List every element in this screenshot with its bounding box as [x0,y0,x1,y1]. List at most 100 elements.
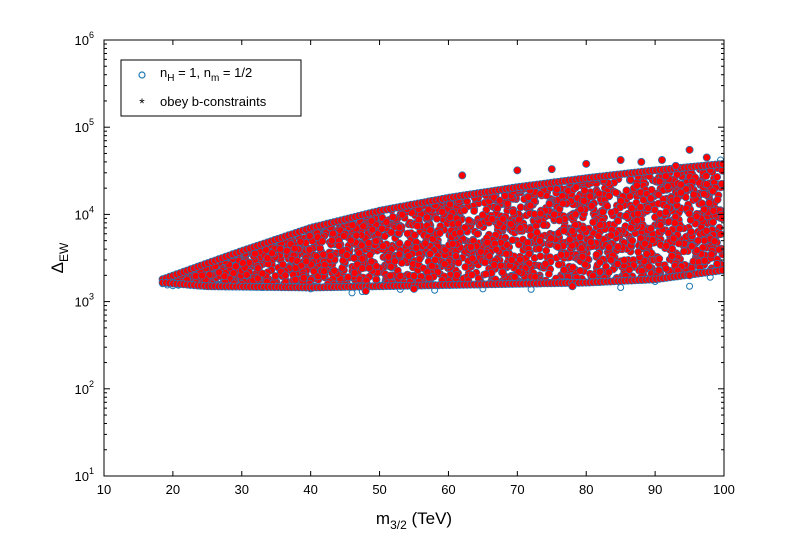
data-point-outlier [713,259,722,268]
data-point-filled [278,260,287,269]
data-point-filled [359,222,368,231]
data-point-filled [404,251,413,260]
data-point-filled [587,201,596,210]
data-point-filled [327,236,336,245]
data-point-filled [553,242,562,251]
x-tick-label: 100 [713,482,735,497]
y-tick-base: 10 [75,120,89,135]
data-point-filled [579,224,588,233]
data-point-filled [580,186,589,195]
data-point-filled [438,207,447,216]
data-point-filled [694,236,703,245]
data-point-filled [403,229,412,238]
data-point-filled [576,266,585,275]
data-point-filled [427,262,436,270]
data-point-filled [382,218,391,226]
data-point-filled [490,261,499,269]
data-point-filled [634,209,642,218]
plot-marks [158,145,724,297]
data-point-filled [707,250,716,259]
data-point-filled [689,190,698,199]
data-point-filled [542,246,551,255]
data-point-filled [552,185,561,194]
data-point-filled [677,188,685,197]
y-tick-exp: 3 [89,292,94,302]
data-point-filled [398,210,407,219]
legend-1-part-4: = 1/2 [219,65,252,80]
data-point-filled [627,224,635,232]
x-axis-label-sub: 3/2 [390,518,407,532]
data-point-filled [633,181,641,190]
data-point-filled [380,232,389,241]
data-point-filled [410,271,418,280]
data-point-filled [229,269,238,278]
data-point-filled [576,205,585,214]
data-point-filled [390,257,399,266]
legend-1-part-0: n [160,65,167,80]
data-point-filled [620,256,629,265]
data-point-filled [687,242,696,251]
data-point-filled [681,193,690,202]
data-point-filled [633,216,642,225]
data-point-filled [560,226,568,235]
data-point-filled [536,237,544,245]
data-point-filled [709,206,718,215]
data-point-filled [617,197,625,205]
data-point-filled [296,237,305,246]
data-point-filled [344,273,352,282]
legend-marker-asterisk: * [139,95,145,111]
data-point-filled [700,190,708,198]
data-point-filled [506,220,515,228]
data-point-filled [254,264,262,273]
x-tick-label: 70 [510,482,524,497]
data-point-filled [613,259,622,268]
data-point-outlier [658,156,667,165]
data-point-filled [291,275,300,284]
data-point-filled [598,208,607,216]
data-point-filled [577,244,586,253]
data-point-filled [516,255,524,264]
data-point-filled [395,250,404,259]
data-point-filled [358,264,367,273]
legend-1-part-1: H [167,73,174,84]
data-point-filled [565,235,574,244]
data-point-filled [191,272,200,280]
legend-entry-1: nH = 1, nm = 1/2 [160,65,252,84]
data-point-open-circle [686,282,694,290]
data-point-filled [502,249,511,258]
data-point-filled [533,228,541,237]
data-point-filled [596,267,604,276]
y-tick-label: 101 [75,466,94,484]
x-axis-label-main: m [376,509,390,528]
data-point-filled [348,221,357,230]
data-point-filled [700,256,709,265]
legend-1-part-2: = 1, n [174,65,211,80]
data-point-filled [464,216,473,225]
data-point-filled [515,215,523,224]
data-point-filled [350,269,359,277]
data-point-filled [702,226,711,235]
data-point-filled [329,229,337,238]
y-tick-label: 106 [75,30,94,48]
data-point-filled [290,244,299,253]
data-point-filled [586,192,595,201]
data-point-filled [335,241,343,250]
data-point-filled [655,177,664,186]
data-point-filled [654,190,663,199]
data-point-filled [410,231,419,240]
data-point-filled [276,244,285,253]
data-point-filled [231,262,240,271]
data-point-filled [717,180,724,188]
data-point-filled [386,271,395,280]
data-point-filled [655,266,663,275]
data-point-filled [539,221,548,229]
x-axis-label-suffix: (TeV) [407,509,452,528]
data-point-filled [595,258,604,267]
x-tick-label: 60 [441,482,455,497]
data-point-filled [580,197,588,205]
data-point-edge [718,266,724,275]
data-point-filled [387,262,395,271]
data-point-filled [395,223,404,232]
